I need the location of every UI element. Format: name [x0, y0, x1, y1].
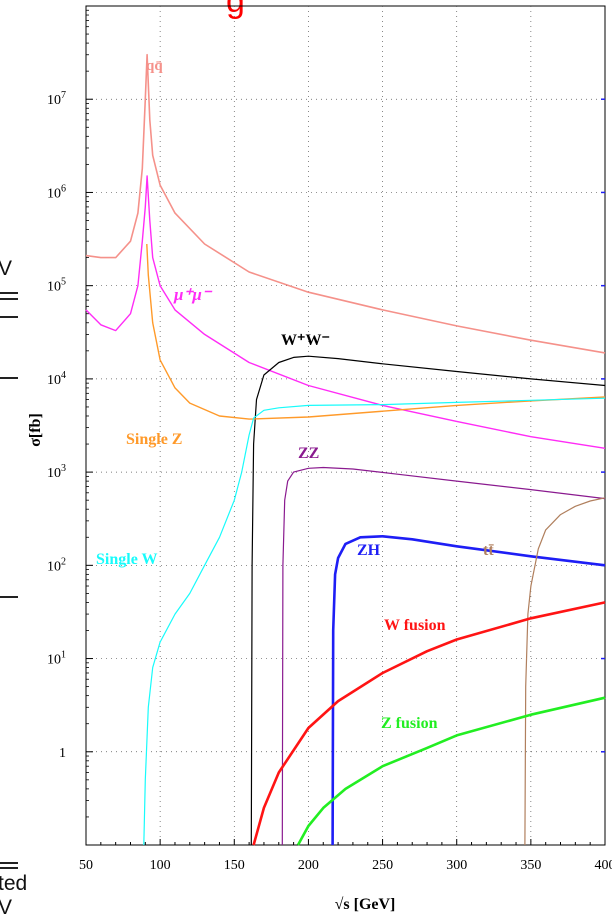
curve-label: tt̄: [483, 542, 494, 559]
cropped-divider: [0, 596, 18, 598]
cropped-divider: [0, 292, 18, 294]
x-tick-label: 250: [372, 858, 393, 873]
y-tick-label: 101: [47, 650, 66, 668]
series-line: [331, 535, 606, 846]
series-line: [85, 53, 606, 354]
cropped-text-v-upper: V: [0, 257, 13, 280]
x-tick-label: 100: [150, 858, 171, 873]
y-tick-label: 102: [47, 556, 66, 574]
cropped-divider: [0, 377, 18, 379]
cropped-divider: [0, 862, 18, 864]
plot-frame: [85, 5, 606, 846]
series-line: [146, 243, 606, 420]
y-axis-label: σ[fb]: [27, 413, 44, 447]
y-tick-label: 1: [59, 746, 66, 761]
cropped-text-ted: ted: [0, 872, 28, 895]
curve-label: Single Z: [126, 431, 182, 448]
x-tick-label: 300: [446, 858, 467, 873]
cropped-divider: [0, 867, 18, 869]
curve-label: Single W: [96, 551, 158, 568]
cropped-divider: [0, 316, 18, 318]
curve-label: qq̄: [146, 58, 163, 74]
curve-label: ZH: [357, 542, 381, 559]
curve-label: W fusion: [384, 617, 446, 634]
series-line: [143, 397, 606, 846]
curve-label: W⁺W⁻: [281, 332, 330, 349]
x-tick-label: 350: [520, 858, 541, 873]
y-tick-label: 103: [47, 463, 66, 481]
y-tick-label: 105: [47, 277, 66, 295]
curve-label: Z fusion: [381, 715, 438, 732]
y-tick-label: 107: [47, 90, 66, 108]
y-tick-label: 106: [47, 183, 66, 201]
x-tick-label: 400: [595, 858, 612, 873]
x-axis-label: √s [GeV]: [335, 896, 396, 913]
series-line: [252, 601, 606, 846]
series-line: [281, 466, 606, 846]
series-line: [250, 355, 606, 846]
cropped-text-v-lower: V: [0, 896, 13, 919]
cropped-divider: [0, 298, 18, 300]
curve-label: μ⁺μ⁻: [173, 285, 213, 304]
series-line: [524, 497, 606, 846]
x-tick-label: 200: [298, 858, 319, 873]
series-line: [296, 696, 606, 846]
curve-label: ZZ: [298, 445, 319, 462]
y-tick-label: 104: [47, 370, 66, 388]
series-line: [85, 175, 606, 449]
chart-title-fragment: g: [226, 0, 245, 20]
x-tick-label: 50: [79, 858, 93, 873]
x-tick-label: 150: [224, 858, 245, 873]
